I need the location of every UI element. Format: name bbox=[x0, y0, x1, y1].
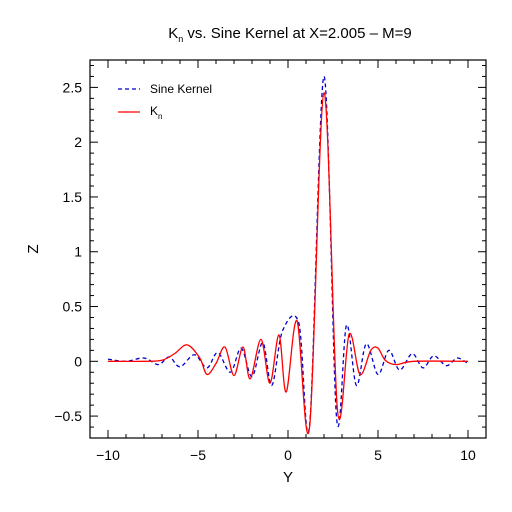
series-kn bbox=[107, 92, 469, 435]
y-tick-label: 1.5 bbox=[63, 189, 83, 205]
y-tick-label: 2.5 bbox=[63, 79, 83, 95]
series-sine-kernel bbox=[107, 75, 469, 434]
series-layer bbox=[107, 75, 469, 435]
x-tick-label: −5 bbox=[190, 447, 206, 463]
y-axis-label: Z bbox=[25, 244, 42, 253]
title-prefix: K bbox=[168, 25, 178, 42]
legend: Sine Kernel Kn bbox=[118, 82, 212, 121]
y-tick-label: −0.5 bbox=[54, 408, 82, 424]
y-tick-label: 1 bbox=[74, 244, 82, 260]
legend-label-sine-kernel: Sine Kernel bbox=[150, 82, 212, 96]
legend-label-kn: Kn bbox=[150, 104, 162, 121]
x-tick-label: 0 bbox=[284, 447, 292, 463]
legend-kn-subscript: n bbox=[158, 112, 162, 121]
x-tick-label: −10 bbox=[96, 447, 120, 463]
title-subscript: n bbox=[178, 34, 183, 44]
axis-tick-labels: −10 −5 0 5 10 −0.5 0 0.5 1 1.5 2 2.5 bbox=[54, 79, 476, 463]
y-tick-label: 0.5 bbox=[63, 299, 83, 315]
title-suffix: vs. Sine Kernel at X=2.005 – M=9 bbox=[183, 25, 411, 42]
chart-title: Kn vs. Sine Kernel at X=2.005 – M=9 bbox=[168, 25, 412, 44]
axis-ticks bbox=[90, 60, 486, 438]
plot-area: −10 −5 0 5 10 −0.5 0 0.5 1 1.5 2 2.5 bbox=[54, 59, 487, 463]
x-tick-label: 10 bbox=[460, 447, 476, 463]
legend-kn-main: K bbox=[150, 104, 158, 118]
y-tick-label: 0 bbox=[74, 353, 82, 369]
chart-title-text: Kn vs. Sine Kernel at X=2.005 – M=9 bbox=[168, 25, 412, 44]
x-axis-label: Y bbox=[283, 469, 293, 486]
y-tick-label: 2 bbox=[74, 134, 82, 150]
x-tick-label: 5 bbox=[374, 447, 382, 463]
